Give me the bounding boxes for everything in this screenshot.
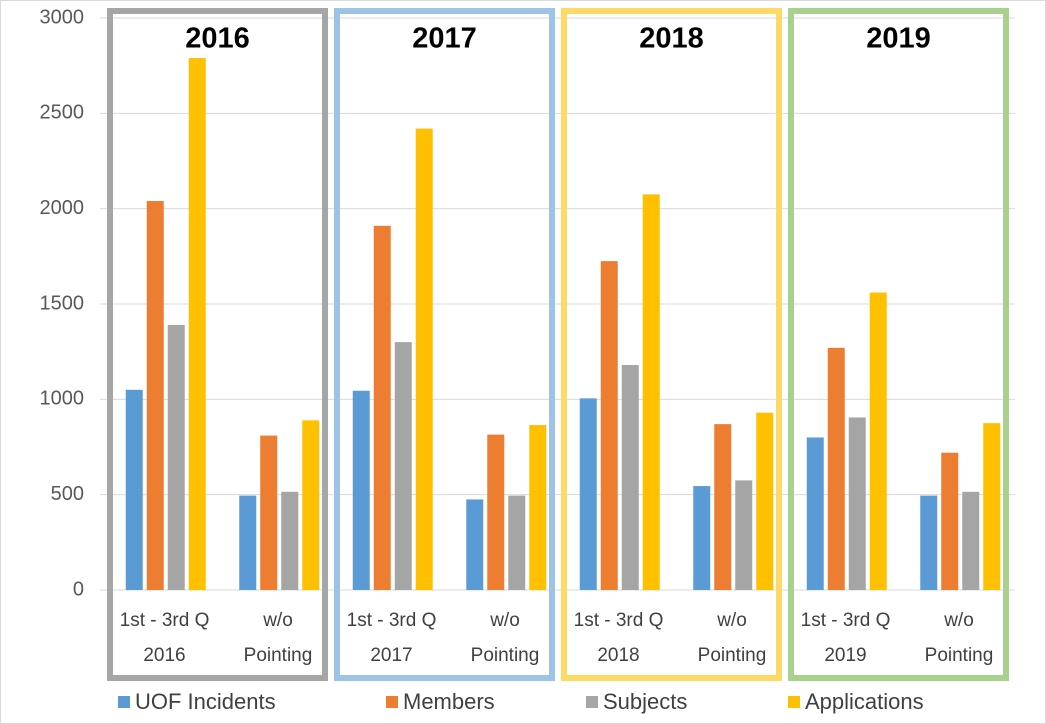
year-frame (334, 8, 555, 681)
year-label: 2019 (866, 23, 931, 55)
bar (415, 128, 433, 590)
legend-swatch (386, 696, 398, 708)
legend-label: UOF Incidents (135, 689, 276, 714)
bar (600, 261, 618, 590)
bar (735, 480, 753, 590)
bar (281, 491, 299, 590)
bar (260, 435, 278, 590)
bar (167, 324, 185, 590)
x-tick-label: 1st - 3rd Q 2017 (346, 610, 437, 666)
y-tick-label: 0 (73, 578, 84, 600)
y-tick-label: 500 (51, 483, 84, 505)
bar (714, 424, 732, 590)
y-tick-label: 3000 (40, 6, 85, 28)
bar (352, 390, 370, 590)
bar (466, 499, 484, 590)
y-tick-label: 1000 (40, 388, 85, 410)
bar (962, 491, 980, 590)
legend-label: Members (403, 689, 495, 714)
bar (756, 412, 774, 590)
x-tick-label: 1st - 3rd Q 2018 (573, 610, 664, 666)
y-tick-label: 1500 (40, 292, 85, 314)
legend-label: Applications (805, 689, 924, 714)
y-tick-label: 2000 (40, 197, 85, 219)
bar (827, 347, 845, 590)
bar (529, 425, 547, 590)
legend-swatch (788, 696, 800, 708)
year-label: 2018 (639, 23, 704, 55)
bar (508, 495, 526, 590)
x-tick-label: w/o Pointing (697, 610, 767, 666)
y-tick-label: 2500 (40, 102, 85, 124)
year-frame (788, 8, 1009, 681)
bar (302, 420, 320, 590)
x-tick-label: w/o Pointing (243, 610, 313, 666)
bar (642, 194, 660, 590)
bar (373, 225, 391, 590)
bar (394, 342, 412, 590)
bar (920, 495, 938, 590)
x-tick-label: w/o Pointing (924, 610, 994, 666)
bar (693, 486, 711, 590)
bar (869, 292, 887, 590)
bar (239, 495, 257, 590)
year-label: 2016 (185, 23, 250, 55)
bar (146, 201, 164, 591)
legend-label: Subjects (603, 689, 687, 714)
bar (983, 423, 1001, 590)
bar (806, 437, 824, 590)
x-tick-label: 1st - 3rd Q 2016 (119, 610, 210, 666)
bar (125, 389, 143, 590)
legend-swatch (118, 696, 130, 708)
legend-swatch (586, 696, 598, 708)
bar (579, 398, 597, 590)
bar (941, 452, 959, 590)
year-frame (107, 8, 328, 681)
bar (188, 58, 206, 591)
x-tick-label: 1st - 3rd Q 2019 (800, 610, 891, 666)
year-label: 2017 (412, 23, 477, 55)
bar (848, 417, 866, 590)
bar (621, 365, 639, 590)
x-tick-label: w/o Pointing (470, 610, 540, 666)
bar (487, 434, 505, 590)
year-frame (561, 8, 782, 681)
